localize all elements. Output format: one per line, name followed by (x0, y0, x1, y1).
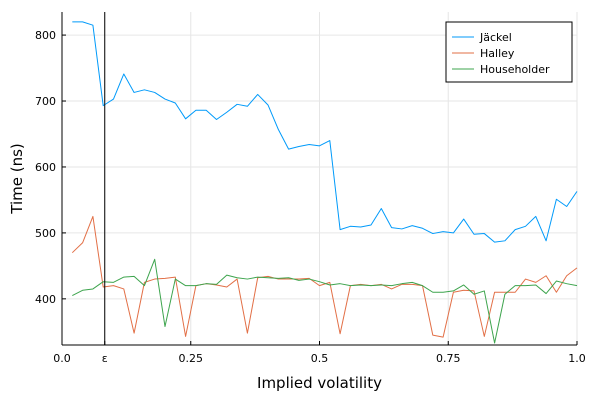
y-axis-title: Time (ns) (8, 143, 26, 215)
grid (61, 12, 578, 345)
y-tick-label: 400 (35, 293, 56, 306)
series-line-householder (72, 258, 578, 344)
series-line-halley (71, 215, 578, 338)
y-tick-label: 600 (35, 161, 56, 174)
x-tick-label: 0.5 (311, 352, 329, 365)
x-tick-label: 0.25 (179, 352, 204, 365)
x-tick-label: ε (102, 352, 108, 365)
legend-box (445, 21, 573, 83)
legend: Jäckel Halley Householder (445, 21, 573, 83)
y-tick-label: 800 (35, 29, 56, 42)
y-tick-label: 700 (35, 95, 56, 108)
legend-label: Householder (480, 63, 550, 76)
axes: 0.0 ε 0.25 0.5 0.75 1.0 400 500 600 700 800 (35, 12, 586, 365)
x-tick-label: 0.0 (53, 352, 71, 365)
y-tick-label: 500 (35, 227, 56, 240)
legend-label: Halley (480, 47, 515, 60)
legend-label: Jäckel (479, 31, 512, 44)
x-tick-label: 0.75 (436, 352, 461, 365)
series-layer (71, 21, 578, 344)
x-axis-title: Implied volatility (257, 374, 382, 392)
series-line-j-ckel (72, 21, 578, 243)
x-tick-label: 1.0 (568, 352, 586, 365)
